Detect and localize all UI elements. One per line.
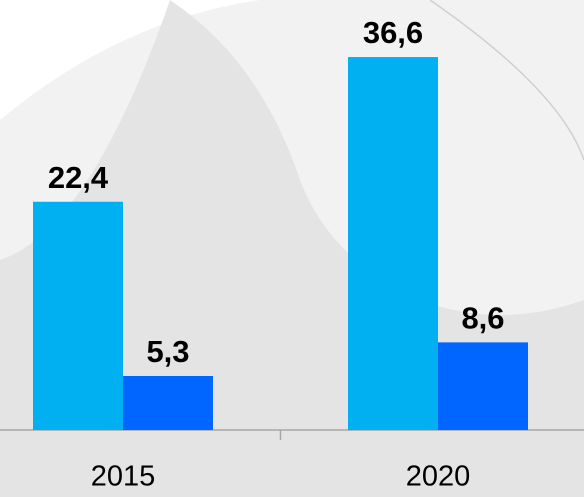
value-label: 36,6: [363, 15, 423, 50]
bar: [33, 201, 123, 430]
value-label: 8,6: [461, 301, 504, 336]
x-tick-label: 2015: [91, 461, 156, 493]
bar: [123, 375, 213, 430]
bar: [438, 342, 528, 430]
x-tick-label: 2020: [406, 461, 471, 493]
bar: [348, 57, 438, 430]
value-label: 5,3: [146, 334, 189, 369]
value-label: 22,4: [48, 160, 109, 195]
